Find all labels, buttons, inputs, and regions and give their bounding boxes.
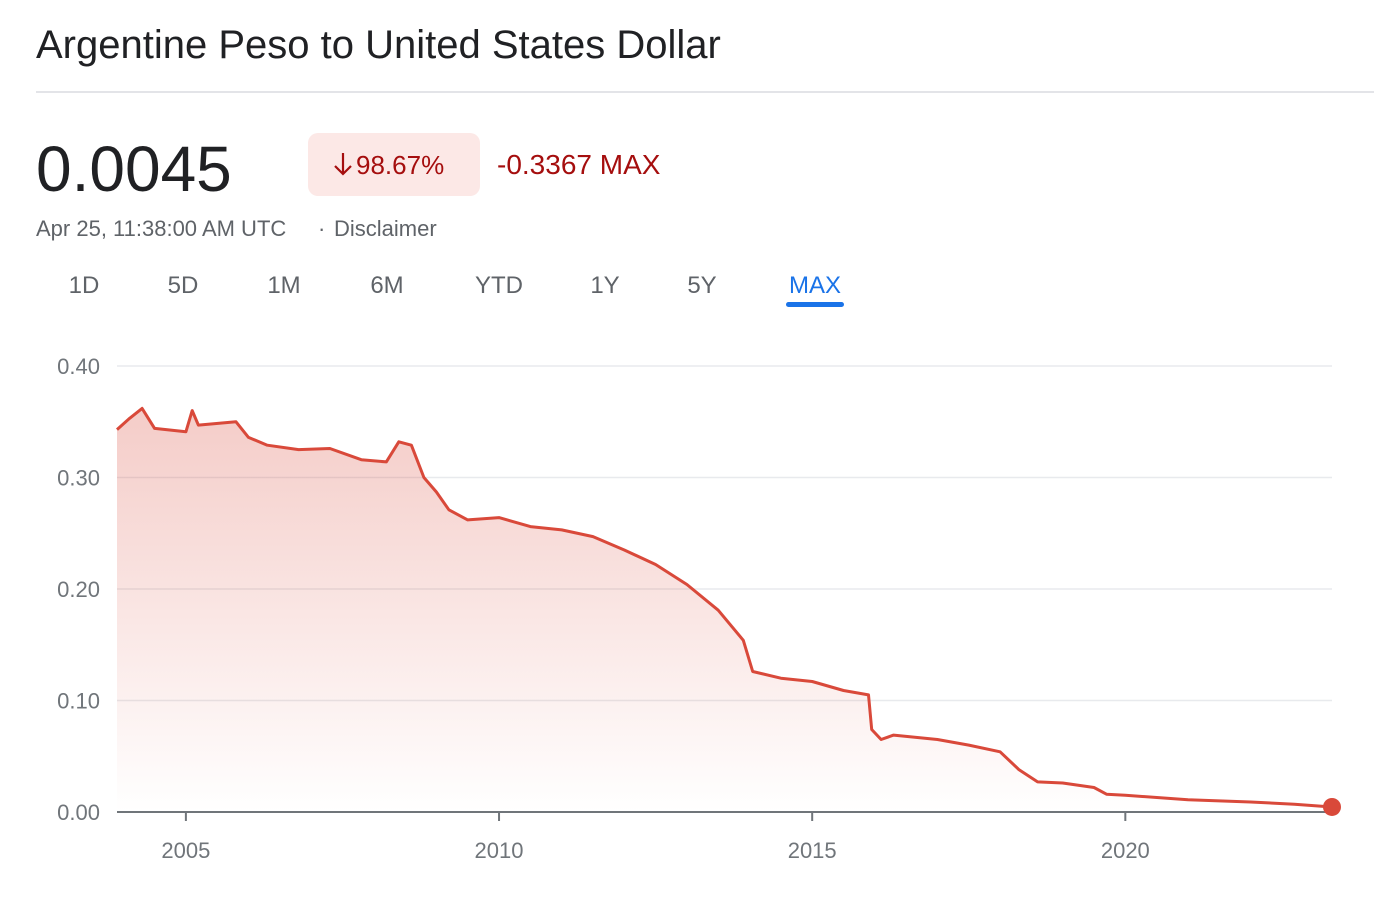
range-tab[interactable]: MAX bbox=[789, 272, 841, 299]
area-fill bbox=[117, 408, 1332, 812]
y-tick-label: 0.00 bbox=[57, 800, 100, 825]
disclaimer[interactable]: Disclaimer bbox=[334, 216, 437, 241]
title: Argentine Peso to United States Dollar bbox=[36, 23, 721, 67]
x-tick-label: 2020 bbox=[1101, 838, 1150, 863]
separator: · bbox=[318, 216, 325, 241]
price: 0.0045 bbox=[36, 133, 232, 205]
y-tick-label: 0.30 bbox=[57, 466, 100, 491]
active-tab-underline bbox=[786, 302, 844, 307]
range-tab[interactable]: YTD bbox=[475, 272, 523, 299]
x-tick-label: 2005 bbox=[161, 838, 210, 863]
range-tab[interactable]: 5D bbox=[168, 272, 199, 299]
chart: 0.00 0.10 0.20 0.30 0.40 2005 2010 2015 2020 bbox=[57, 354, 1341, 863]
range-tab[interactable]: 1D bbox=[69, 272, 100, 299]
range-tab[interactable]: 5Y bbox=[687, 272, 716, 299]
price-line bbox=[115, 406, 1333, 809]
range-tab[interactable]: 1M bbox=[267, 272, 300, 299]
change-badge bbox=[308, 133, 480, 196]
change-percent: 98.67% bbox=[356, 150, 444, 180]
y-tick-label: 0.20 bbox=[57, 577, 100, 602]
timestamp: Apr 25, 11:38:00 AM UTC bbox=[36, 216, 286, 241]
range-tab[interactable]: 6M bbox=[370, 272, 403, 299]
change-amount: -0.3367 MAX bbox=[497, 149, 661, 180]
x-tick-label: 2015 bbox=[788, 838, 837, 863]
range-tab[interactable]: 1Y bbox=[590, 272, 619, 299]
y-tick-label: 0.40 bbox=[57, 354, 100, 379]
x-tick-label: 2010 bbox=[475, 838, 524, 863]
current-point bbox=[1323, 797, 1341, 816]
range-tabs: 1D 5D 1M 6M YTD 1Y 5Y MAX bbox=[69, 272, 844, 307]
down-arrow bbox=[334, 153, 352, 176]
y-tick-label: 0.10 bbox=[57, 689, 100, 714]
